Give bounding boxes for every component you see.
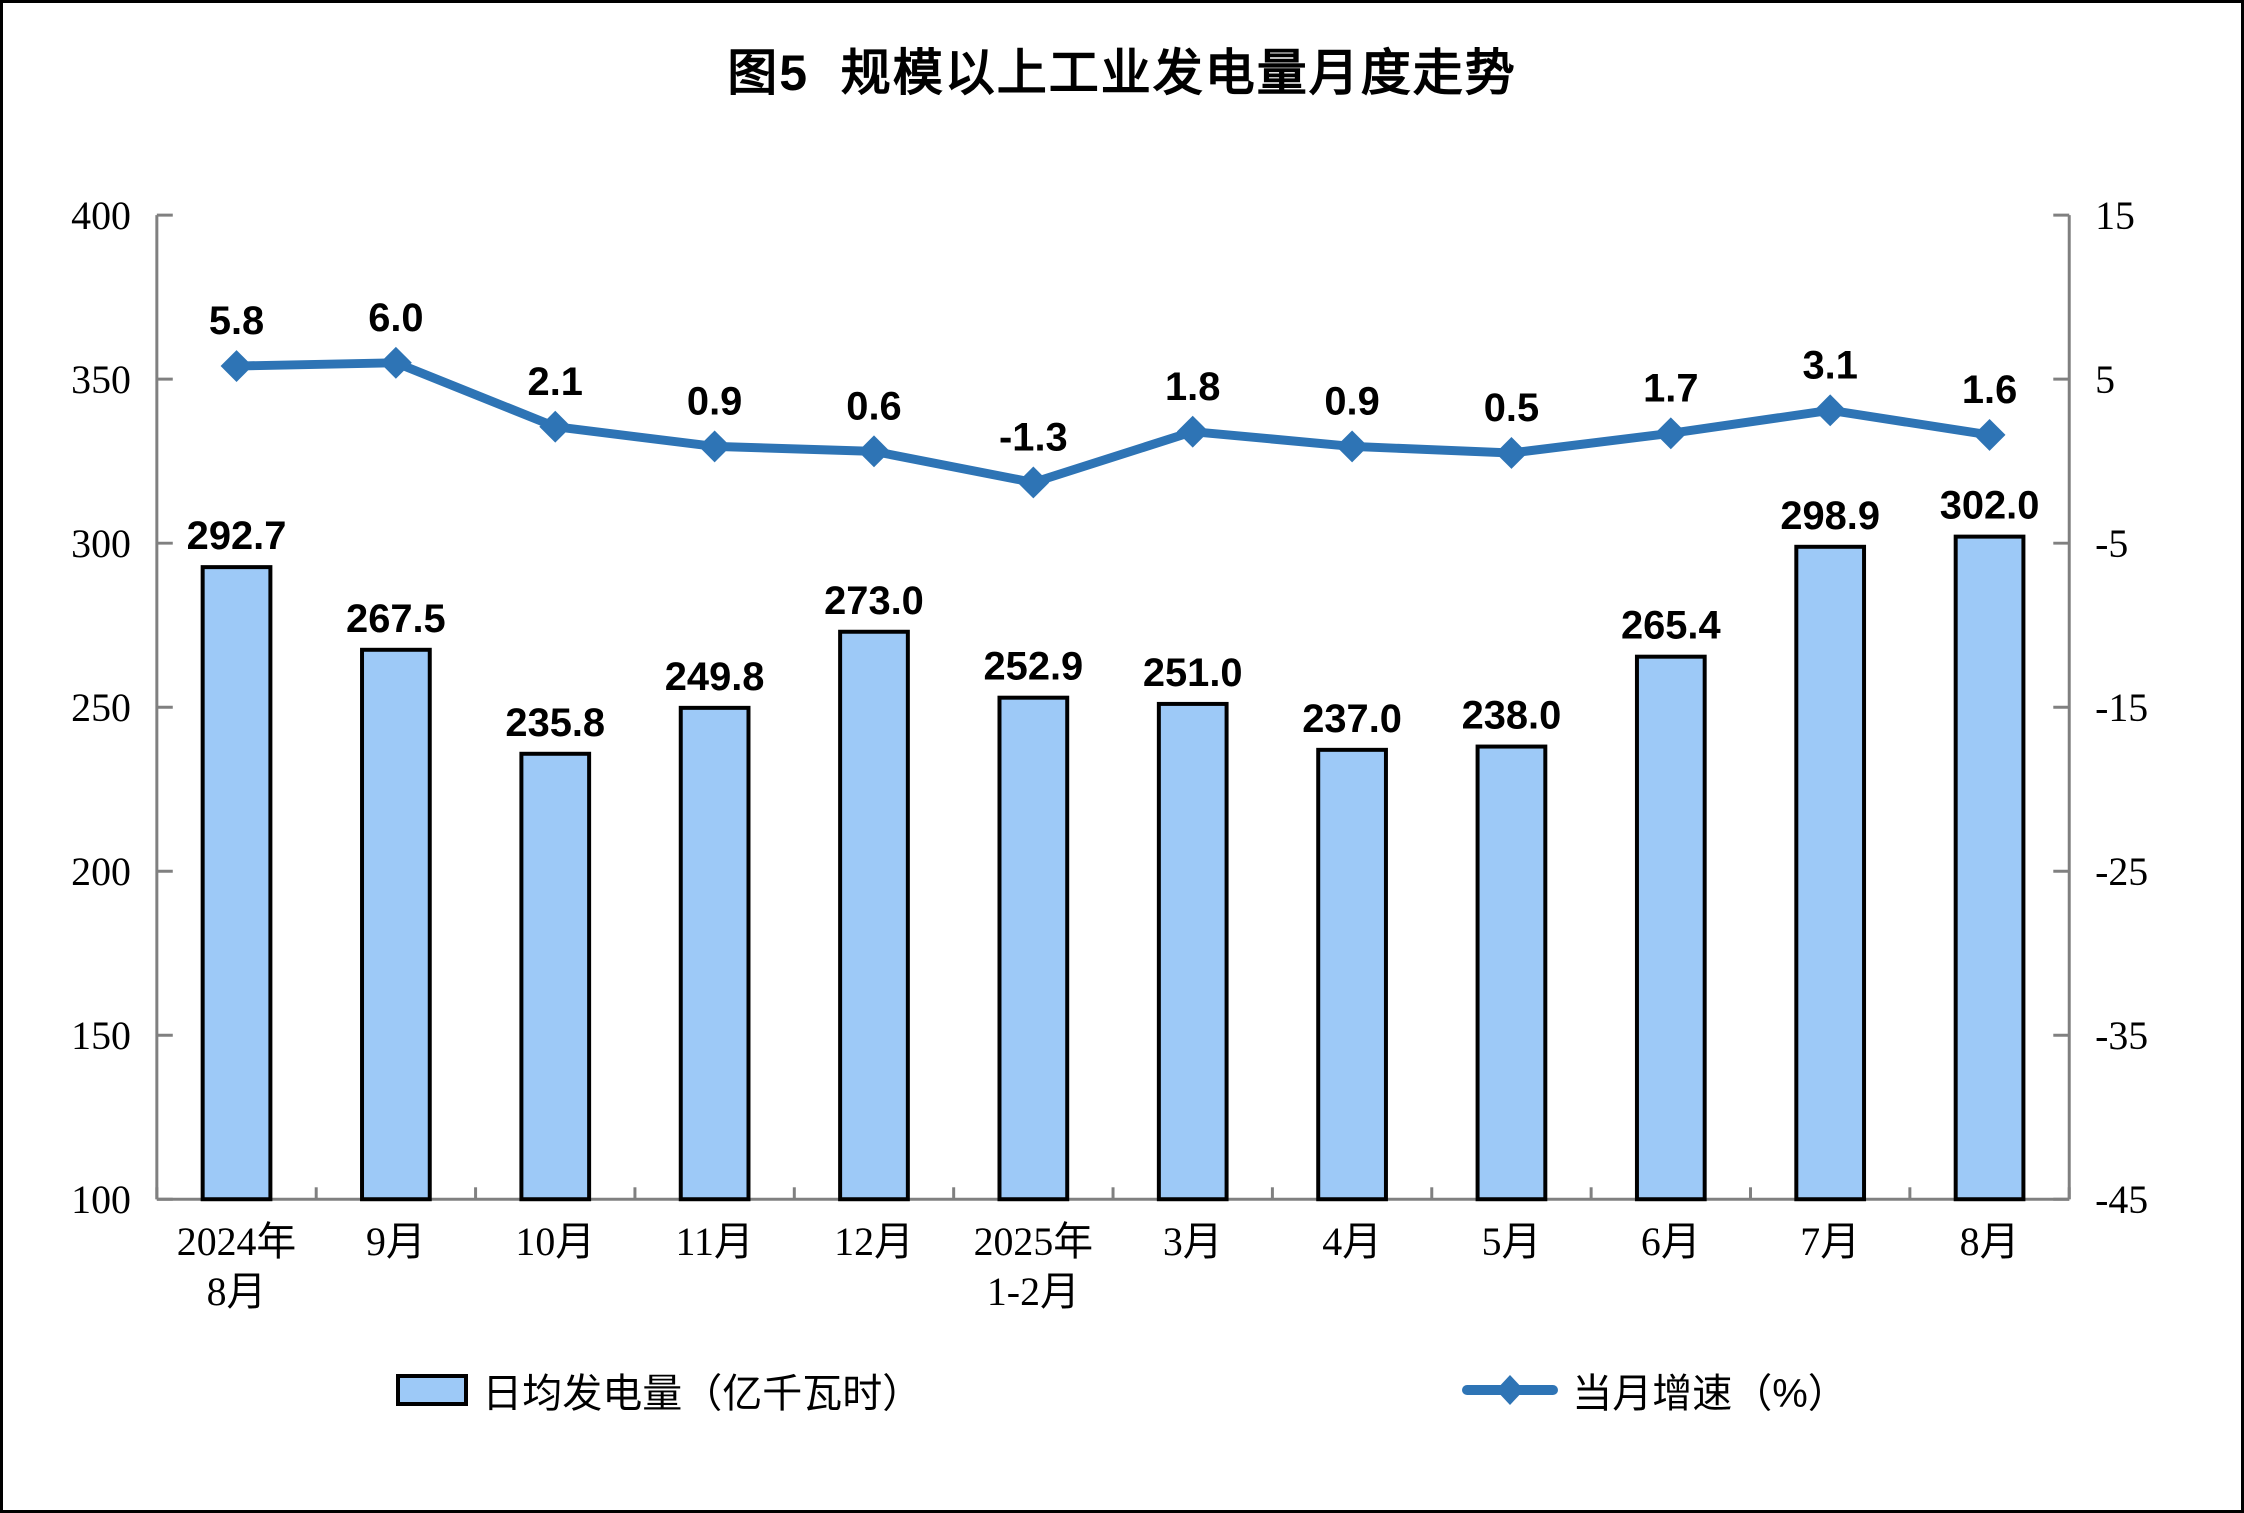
bar-value-label: 252.9 <box>984 645 1084 689</box>
line-value-label: 0.6 <box>846 384 901 428</box>
legend-bar-item: 日均发电量（亿千瓦时） <box>396 1361 922 1419</box>
legend-diamond-marker-icon <box>1496 1375 1525 1405</box>
bar <box>997 695 1070 1202</box>
right-axis-tick-label: -15 <box>2095 685 2148 730</box>
line-value-label: 3.1 <box>1802 343 1857 387</box>
left-axis-tick-label: 200 <box>71 849 131 894</box>
legend-line-label: 当月增速（%） <box>1572 1372 1848 1416</box>
left-axis-tick-label: 300 <box>71 521 131 566</box>
chart-legend: 日均发电量（亿千瓦时） 当月增速（%） <box>3 1361 2241 1419</box>
right-axis-tick-label: -45 <box>2095 1177 2148 1222</box>
bar-value-label: 302.0 <box>1940 484 2040 528</box>
left-axis-tick-label: 150 <box>71 1013 131 1058</box>
bar <box>678 705 751 1202</box>
bar-value-label: 292.7 <box>187 514 287 558</box>
bar <box>1634 654 1707 1202</box>
bar-value-label: 265.4 <box>1621 604 1721 648</box>
bar-value-label: 267.5 <box>346 597 446 641</box>
x-axis-label: 2025年 1-2月 <box>974 1219 1093 1314</box>
x-axis-label: 5月 <box>1482 1219 1542 1264</box>
legend-bar-label: 日均发电量（亿千瓦时） <box>482 1372 923 1416</box>
bar <box>838 629 910 1202</box>
right-axis-tick-label: -5 <box>2095 521 2128 566</box>
bar-value-label: 251.0 <box>1143 651 1243 695</box>
line-marker-diamond-icon <box>698 430 731 463</box>
bar-value-label: 298.9 <box>1780 494 1880 538</box>
left-axis-tick-label: 250 <box>71 685 131 730</box>
bar-value-label: 237.0 <box>1302 697 1402 741</box>
bar-value-label: 249.8 <box>665 655 765 699</box>
right-axis-tick-label: -25 <box>2095 849 2148 894</box>
line-value-label: 2.1 <box>528 360 583 404</box>
x-axis-label: 9月 <box>366 1219 426 1264</box>
x-axis-label: 4月 <box>1322 1219 1382 1264</box>
chart-plot-area: 100 150 200 250 300 350 400 -45 -35 -25 -15 -5 5 15 20… <box>71 193 2148 1314</box>
growth-line <box>232 358 1995 487</box>
line-marker-diamond-icon <box>220 350 253 382</box>
right-axis-tick-label: 15 <box>2095 193 2135 238</box>
left-axis-tick-label: 350 <box>71 357 131 402</box>
bar-series-swatch-icon <box>396 1374 469 1406</box>
chart-title: 图5 规模以上工业发电量月度走势 <box>727 45 1517 101</box>
line-marker-diamond-icon <box>539 410 572 443</box>
x-axis-label: 8月 <box>1960 1219 2020 1264</box>
x-axis-label: 6月 <box>1641 1219 1701 1264</box>
legend-line-item: 当月增速（%） <box>1462 1361 1848 1419</box>
line-marker-diamond-icon <box>1495 437 1528 469</box>
bar-value-label: 235.8 <box>505 701 605 745</box>
line-value-label: 1.7 <box>1643 366 1698 410</box>
line-marker-diamond-icon <box>1973 418 2006 451</box>
bar <box>200 565 273 1202</box>
bar <box>1156 701 1229 1202</box>
bar <box>1794 544 1867 1202</box>
bar <box>1475 744 1548 1202</box>
right-axis-tick-label: -35 <box>2095 1013 2148 1058</box>
x-axis-label: 2024年 8月 <box>177 1219 296 1314</box>
line-marker-diamond-icon <box>1654 417 1687 450</box>
line-value-label: 1.8 <box>1165 365 1220 409</box>
line-value-label: 0.9 <box>687 380 742 424</box>
bar-value-label: 273.0 <box>824 579 924 623</box>
line-marker-diamond-icon <box>379 346 412 379</box>
line-value-label: -1.3 <box>999 416 1068 460</box>
left-axis-tick-label: 400 <box>71 193 131 238</box>
right-axis-tick-label: 5 <box>2095 357 2115 402</box>
bar <box>519 751 592 1202</box>
line-marker-diamond-icon <box>858 435 890 468</box>
line-value-label: 6.0 <box>368 296 423 340</box>
line-series-swatch-icon <box>1462 1375 1559 1405</box>
line-value-label: 1.6 <box>1962 368 2017 412</box>
line-value-label: 0.5 <box>1484 386 1539 430</box>
x-axis-label: 12月 <box>834 1219 914 1264</box>
bar-value-label: 238.0 <box>1462 694 1562 738</box>
x-axis-label: 10月 <box>515 1219 595 1264</box>
bar <box>1316 747 1388 1202</box>
bar <box>1953 534 2026 1202</box>
bar <box>360 647 432 1202</box>
x-axis-label: 11月 <box>676 1219 754 1264</box>
line-marker-diamond-icon <box>1017 466 1050 499</box>
x-axis-label: 3月 <box>1163 1219 1223 1264</box>
line-marker-diamond-icon <box>1336 430 1369 463</box>
line-marker-diamond-icon <box>1176 415 1209 448</box>
x-axis-label: 7月 <box>1800 1219 1860 1264</box>
line-value-label: 0.9 <box>1324 380 1379 424</box>
line-marker-diamond-icon <box>1814 394 1847 427</box>
left-axis-tick-label: 100 <box>71 1177 131 1222</box>
line-value-label: 5.8 <box>209 299 264 343</box>
